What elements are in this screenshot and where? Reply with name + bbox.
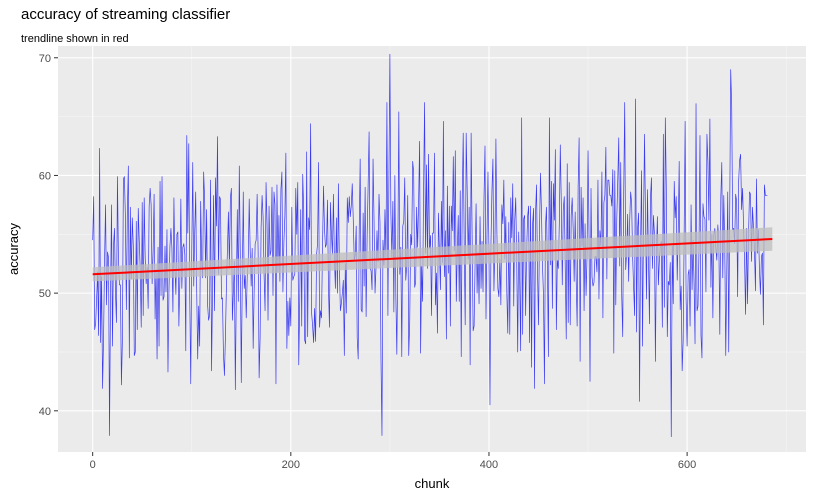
trendline-confidence-band (92, 227, 773, 282)
x-tick-label: 600 (678, 459, 696, 471)
y-axis-title: accuracy (6, 222, 21, 275)
x-tick-label: 200 (282, 459, 300, 471)
chart-subtitle: trendline shown in red (21, 33, 129, 45)
y-tick-label: 70 (39, 53, 51, 65)
chart-title: accuracy of streaming classifier (21, 6, 231, 23)
y-tick-label: 60 (39, 170, 51, 182)
x-tick-label: 0 (90, 459, 96, 471)
trendline (92, 237, 773, 276)
y-tick-label: 40 (39, 406, 51, 418)
x-tick-label: 400 (480, 459, 498, 471)
x-axis-title: chunk (415, 476, 450, 491)
accuracy-line (92, 53, 768, 438)
y-tick-label: 50 (39, 288, 51, 300)
